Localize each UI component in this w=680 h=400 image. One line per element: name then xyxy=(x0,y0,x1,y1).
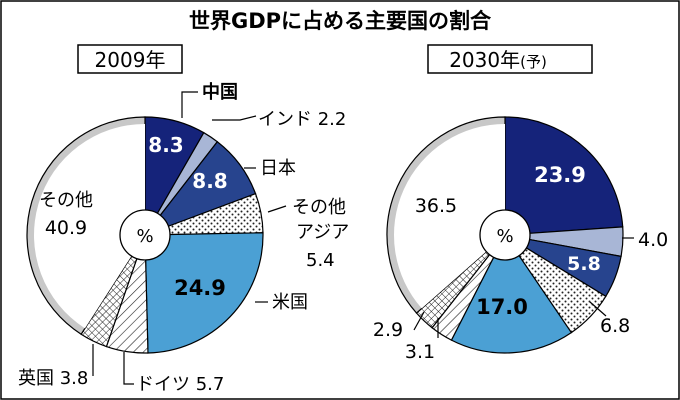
label-2009-other-name: その他 xyxy=(39,190,93,211)
label-2030-china-value: 23.9 xyxy=(534,163,586,187)
forecast-note: (予) xyxy=(520,53,547,71)
chart-title: 世界GDPに占める主要国の割合 xyxy=(189,9,492,33)
label-2009-other-value: 40.9 xyxy=(45,217,87,239)
pie-chart-2009 xyxy=(26,116,264,354)
slice-2009-other xyxy=(34,124,145,329)
slice-2030-other xyxy=(393,124,505,309)
label-2030-india-value: 4.0 xyxy=(638,229,668,251)
label-2009-usa-name: 米国 xyxy=(272,292,308,313)
leader-lines-2030 xyxy=(413,237,634,338)
year-label-2009: 2009年 xyxy=(95,48,166,72)
label-2030-japan-value: 5.8 xyxy=(567,253,601,275)
leader-line-china xyxy=(181,91,198,118)
leader-line-other-asia xyxy=(267,205,287,213)
label-2009-germany: ドイツ 5.7 xyxy=(136,374,224,395)
center-label-2009: % xyxy=(136,226,153,247)
year-label-2030: 2030年(予) xyxy=(449,48,547,72)
slice-2030-china xyxy=(504,116,624,236)
label-2030-other-asia-value: 6.8 xyxy=(600,315,630,337)
pie-chart-2030 xyxy=(386,116,624,354)
label-2009-china-value: 8.3 xyxy=(148,133,183,157)
year-box-2030 xyxy=(427,44,593,74)
label-2009-japan-value: 8.8 xyxy=(192,169,227,193)
leader-line-2030-other-asia xyxy=(589,301,607,317)
center-badge-2030 xyxy=(479,209,531,261)
label-2030-germany-value: 3.1 xyxy=(405,341,435,363)
label-2030-usa-value: 17.0 xyxy=(476,295,528,319)
center-label-2030: % xyxy=(496,226,513,247)
label-2009-other-asia-line1: その他 xyxy=(292,197,346,218)
label-2009-japan-name: 日本 xyxy=(260,158,296,179)
label-2009-other-asia-line2: アジア xyxy=(296,222,349,243)
label-2009-india: インド 2.2 xyxy=(258,109,346,130)
label-2009-china-name: 中国 xyxy=(202,81,238,103)
leader-line-india xyxy=(212,115,257,121)
leader-line-2030-uk xyxy=(413,311,425,331)
slice-2030-usa xyxy=(450,233,573,354)
leader-lines-2009 xyxy=(92,91,287,385)
leader-line-germany xyxy=(123,352,134,385)
label-2009-uk: 英国 3.8 xyxy=(18,368,88,389)
slice-2009-usa xyxy=(144,232,264,354)
year-box-2009 xyxy=(77,44,183,74)
label-2009-other-asia-value: 5.4 xyxy=(306,250,335,271)
center-badge-2009 xyxy=(119,209,171,261)
label-2030-uk-value: 2.9 xyxy=(373,319,403,341)
label-2009-usa-value: 24.9 xyxy=(174,276,226,300)
label-2030-other-value: 36.5 xyxy=(415,195,457,217)
